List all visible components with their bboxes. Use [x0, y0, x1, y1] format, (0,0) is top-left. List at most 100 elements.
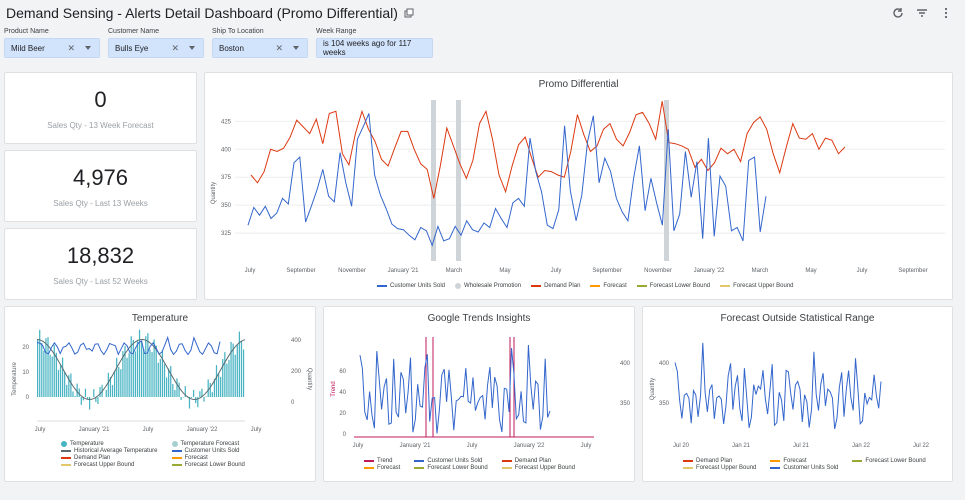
filter-value: Boston: [219, 43, 244, 53]
y2-tick-label: 350: [620, 401, 631, 407]
copy-icon[interactable]: [404, 8, 414, 18]
temperature-bar: [126, 357, 128, 397]
temperature-bar: [180, 397, 182, 401]
legend-item: Demand Plan: [683, 458, 756, 464]
kpi-label: Sales Qty - Last 13 Weeks: [53, 198, 148, 208]
temperature-bar: [143, 349, 145, 397]
historical-average-line: [36, 338, 246, 401]
temperature-bar: [107, 372, 109, 397]
temperature-bar: [66, 384, 68, 397]
legend-item: Forecast Lower Bound: [636, 283, 710, 289]
temperature-bar: [41, 342, 43, 397]
kpi-label: Sales Qty - Last 52 Weeks: [53, 276, 148, 286]
y-tick-label: 425: [221, 119, 232, 125]
temperature-bar: [55, 352, 57, 397]
temperature-bar: [105, 389, 107, 397]
kpi-label: Sales Qty - 13 Week Forecast: [47, 120, 154, 130]
chevron-down-icon[interactable]: [85, 46, 91, 50]
temperature-bar: [228, 359, 230, 397]
y2-axis-label: Quantity: [306, 368, 312, 390]
temperature-bar: [86, 397, 89, 399]
x-tick-label: May: [805, 268, 816, 274]
legend-item: Forecast Lower Bound: [414, 465, 488, 471]
temperature-bar: [240, 341, 243, 397]
temperature-bar: [113, 370, 116, 397]
clear-icon[interactable]: ✕: [67, 42, 75, 53]
temperature-bar: [195, 397, 197, 404]
x-tick-label: March: [752, 268, 769, 274]
legend-item: Forecast Upper Bound: [683, 465, 756, 471]
temperature-bar: [165, 377, 168, 397]
x-tick-label: January '22: [187, 427, 218, 433]
y-axis-label: Quantity: [650, 378, 656, 400]
filter-value: Bulls Eye: [115, 43, 149, 53]
filter-icon[interactable]: [915, 6, 929, 20]
x-tick-label: September: [286, 268, 315, 274]
more-vert-icon[interactable]: [939, 6, 953, 20]
legend-item: Forecast Upper Bound: [501, 465, 575, 471]
ship-to-location-select[interactable]: Boston ✕: [212, 38, 308, 58]
x-tick-label: July: [551, 268, 562, 274]
week-range-input[interactable]: is 104 weeks ago for 117 weeks: [316, 38, 433, 58]
y2-tick-label: 0: [291, 400, 295, 406]
temperature-bar: [128, 353, 130, 397]
legend-item: Temperature: [61, 441, 158, 447]
temperature-bar: [172, 383, 174, 397]
temperature-bar: [170, 365, 172, 397]
temperature-bar: [59, 365, 62, 397]
y-tick-label: 40: [339, 390, 346, 396]
temperature-bar: [78, 388, 80, 397]
temperature-bar: [134, 351, 137, 397]
x-tick-label: January '21: [400, 443, 431, 449]
temperature-bar: [120, 369, 122, 397]
chart-title: Promo Differential: [538, 79, 619, 90]
y2-tick-label: 400: [620, 361, 631, 367]
chart-title: Google Trends Insights: [427, 313, 531, 324]
temperature-bar: [209, 382, 211, 397]
temperature-bar: [116, 357, 118, 397]
y-tick-label: 325: [221, 231, 232, 237]
x-tick-label: September: [592, 268, 621, 274]
temperature-bar: [64, 372, 66, 397]
temperature-bar: [230, 341, 232, 397]
legend-item: Forecast: [590, 283, 627, 289]
temperature-card: Temperature Temperature Quantity 0 10 20 0 2…: [4, 306, 316, 482]
legend-item: Forecast Lower Bound: [171, 462, 245, 468]
clear-icon[interactable]: ✕: [171, 42, 179, 53]
promo-differential-card: Promo Differential Quantity 325 350 375 400…: [204, 72, 953, 300]
legend-item: Customer Units Sold: [414, 458, 487, 464]
legend-item: Forecast: [770, 458, 838, 464]
customer-units-line: [359, 344, 551, 434]
y-tick-label: 400: [659, 361, 670, 367]
x-tick-label: Jul 21: [793, 443, 810, 449]
temperature-bar: [109, 376, 112, 397]
temperature-bar: [207, 379, 209, 397]
temperature-bar: [222, 359, 224, 397]
chevron-down-icon[interactable]: [293, 46, 299, 50]
google-trends-chart: Trend 0 20 40 60 350 400 July January '21 July Ja…: [331, 337, 631, 449]
temperature-bar: [84, 388, 87, 397]
temperature-bar: [174, 390, 176, 397]
legend-item: Forecast Upper Bound: [720, 283, 794, 289]
legend-item: Wholesale Promotion: [455, 283, 521, 289]
temperature-bar: [111, 385, 114, 397]
y-tick-label: 350: [221, 203, 232, 209]
temperature-bar: [61, 357, 64, 397]
temperature-bar: [37, 339, 39, 397]
x-tick-label: July: [143, 427, 154, 433]
chevron-down-icon[interactable]: [189, 46, 195, 50]
temperature-bar: [122, 351, 124, 397]
promotion-marker: [664, 100, 669, 261]
product-name-select[interactable]: Mild Beer ✕: [4, 38, 100, 58]
clear-icon[interactable]: ✕: [275, 42, 283, 53]
temperature-bar: [190, 397, 193, 398]
temperature-bar: [242, 349, 245, 397]
temperature-bar: [201, 388, 203, 397]
y-tick-label: 0: [343, 432, 347, 438]
x-tick-label: May: [499, 268, 510, 274]
promotion-marker: [456, 100, 461, 261]
forecast-outside-range-chart: Quantity 350 400 Jul 20 Jan 21 Jul 21 Jan 22 J…: [650, 342, 930, 449]
refresh-icon[interactable]: [891, 6, 905, 20]
customer-name-select[interactable]: Bulls Eye ✕: [108, 38, 204, 58]
legend-item: Forecast: [171, 455, 245, 461]
